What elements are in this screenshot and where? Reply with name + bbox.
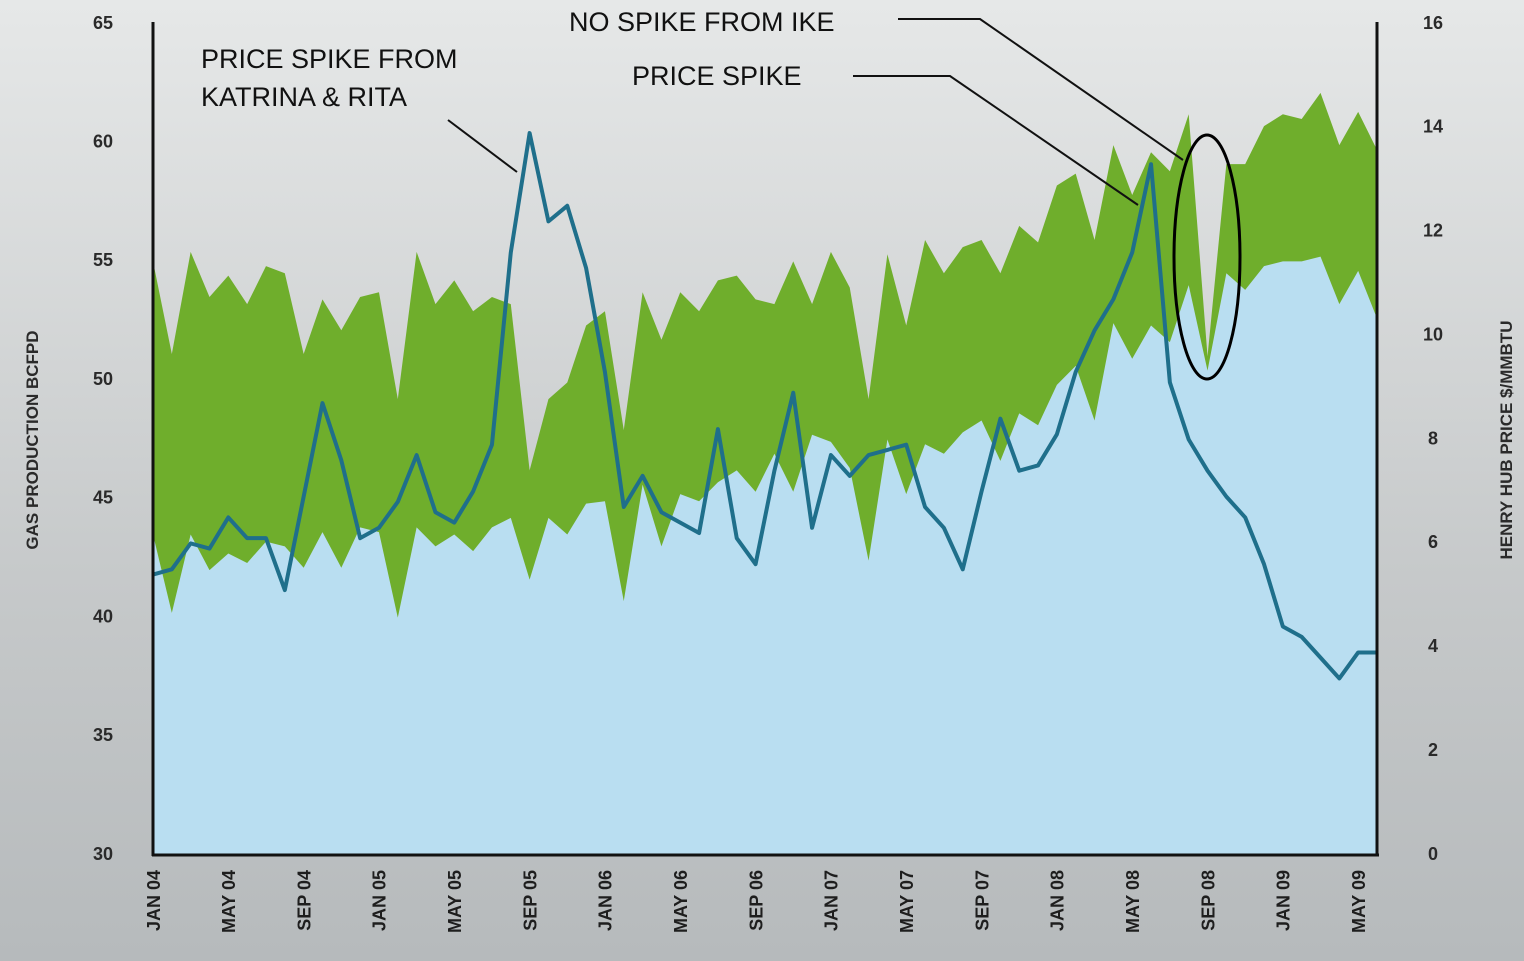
y2-tick-label: 2	[1428, 740, 1438, 760]
x-tick-label: SEP 04	[294, 870, 314, 931]
y-tick-label: 60	[93, 131, 113, 151]
line	[152, 131, 1377, 681]
y2-tick-label: 0	[1428, 844, 1438, 864]
leader-line	[898, 18, 1184, 161]
x-tick-label: JAN 08	[1048, 870, 1068, 931]
x-tick-label: SEP 05	[520, 870, 540, 931]
annotation: NO SPIKE FROM IKE	[569, 7, 835, 37]
x-tick-label: MAY 08	[1123, 870, 1143, 933]
leader-line	[853, 75, 1139, 206]
x-tick-label: SEP 06	[746, 870, 766, 931]
y2-tick-label: 6	[1428, 532, 1438, 552]
x-tick-label: JAN 07	[822, 870, 842, 931]
x-tick-label: JAN 04	[144, 870, 164, 931]
y-tick-label: 40	[93, 606, 113, 626]
y-tick-label: 35	[93, 725, 113, 745]
y2-tick-label: 14	[1423, 117, 1443, 137]
y2-tick-label: 10	[1423, 324, 1443, 344]
x-tick-label: JAN 09	[1274, 870, 1294, 931]
annotation: KATRINA & RITA	[201, 82, 407, 112]
y2-tick-label: 4	[1428, 636, 1438, 656]
y-axis-label: GAS PRODUCTION BCFPD	[23, 330, 42, 549]
plot	[152, 92, 1377, 855]
y-tick-label: 65	[93, 13, 113, 33]
x-tick-label: JAN 05	[370, 870, 390, 931]
annotation: PRICE SPIKE	[632, 61, 802, 91]
area	[153, 256, 1377, 855]
y-tick-label: 45	[93, 488, 113, 508]
x-tick-label: MAY 04	[219, 870, 239, 933]
y2-tick-label: 12	[1423, 221, 1443, 241]
x-tick-label: MAY 07	[897, 870, 917, 933]
x-tick-label: JAN 06	[596, 870, 616, 931]
y2-tick-label: 16	[1423, 13, 1443, 33]
x-tick-label: SEP 07	[972, 870, 992, 931]
x-tick-label: SEP 08	[1198, 870, 1218, 931]
annotation: PRICE SPIKE FROM	[201, 44, 458, 74]
y-tick-label: 55	[93, 250, 113, 270]
y2-tick-label: 8	[1428, 428, 1438, 448]
y2-axis-label: HENRY HUB PRICE $/MMBTU	[1497, 321, 1516, 560]
y-tick-label: 50	[93, 369, 113, 389]
x-tick-label: MAY 09	[1349, 870, 1369, 933]
x-tick-label: MAY 05	[445, 870, 465, 933]
y-tick-label: 30	[93, 844, 113, 864]
leader-line	[447, 119, 518, 173]
highlight-ellipse	[1172, 133, 1242, 381]
x-tick-label: MAY 06	[671, 870, 691, 933]
